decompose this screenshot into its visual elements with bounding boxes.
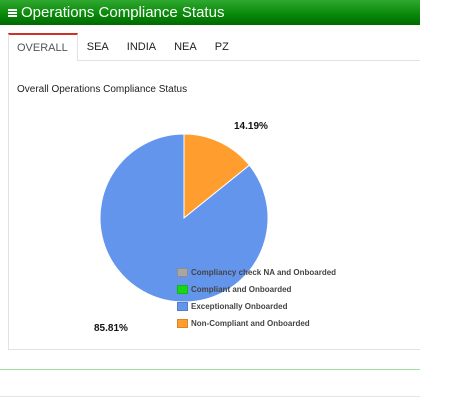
legend-label: Exceptionally Onboarded	[191, 302, 288, 311]
chart-title: Overall Operations Compliance Status	[17, 84, 188, 95]
legend-swatch	[177, 268, 188, 277]
tab-india[interactable]: INDIA	[126, 40, 157, 53]
legend-label: Non-Compliant and Onboarded	[191, 319, 310, 328]
panel-header: Operations Compliance Status	[0, 0, 420, 25]
chart-legend: Compliancy check NA and Onboarded Compli…	[177, 264, 336, 332]
pie-slice-exceptionally-onboarded[interactable]	[99, 133, 269, 303]
tab-nea[interactable]: NEA	[174, 40, 197, 53]
slice-label-non-compliant: 14.19%	[234, 121, 268, 132]
divider	[0, 396, 420, 397]
slice-label-exceptionally-onboarded: 85.81%	[94, 323, 128, 334]
legend-label: Compliancy check NA and Onboarded	[191, 268, 337, 277]
tab-sea[interactable]: SEA	[86, 40, 109, 53]
legend-item[interactable]: Compliant and Onboarded	[177, 281, 336, 298]
legend-item[interactable]: Compliancy check NA and Onboarded	[177, 264, 336, 281]
legend-swatch	[177, 319, 188, 328]
tab-bar: OVERALL SEA INDIA NEA PZ	[8, 33, 420, 61]
panel-title: Operations Compliance Status	[21, 4, 225, 21]
legend-swatch	[177, 302, 188, 311]
legend-swatch	[177, 285, 188, 294]
tab-pz[interactable]: PZ	[214, 40, 229, 53]
legend-item[interactable]: Exceptionally Onboarded	[177, 298, 336, 315]
chart-panel	[8, 60, 420, 350]
legend-item[interactable]: Non-Compliant and Onboarded	[177, 315, 336, 332]
legend-label: Compliant and Onboarded	[191, 285, 292, 294]
menu-icon[interactable]	[8, 8, 17, 17]
tab-overall[interactable]: OVERALL	[8, 33, 78, 61]
divider	[0, 369, 420, 370]
pie-slice-non-compliant-and-onboarded[interactable]	[183, 133, 251, 220]
